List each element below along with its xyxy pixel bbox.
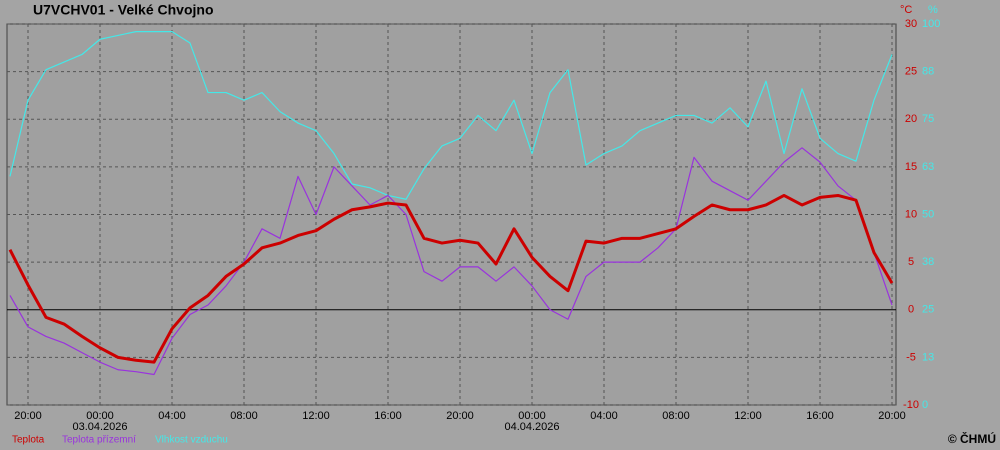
x-tick-label: 20:00	[878, 410, 906, 422]
y2-tick-label: 88	[922, 66, 934, 78]
x-tick-label: 20:00	[446, 410, 474, 422]
date-label: 03.04.2026	[72, 421, 127, 433]
line-series	[8, 193, 894, 364]
chart-title: U7VCHV01 - Velké Chvojno	[33, 2, 214, 18]
credit: © ČHMÚ	[948, 431, 996, 446]
y2-tick-label: 25	[922, 304, 934, 316]
y2-unit: %	[928, 4, 938, 16]
legend-label: Vlhkost vzduchu	[155, 435, 228, 446]
x-tick-label: 00:00	[518, 410, 546, 422]
x-tick-label: 04:00	[158, 410, 186, 422]
y-tick-label: -10	[903, 399, 919, 411]
y-unit: °C	[900, 4, 912, 16]
y2-tick-label: 75	[922, 113, 934, 125]
y2-tick-label: 38	[922, 256, 934, 268]
y-tick-label: 5	[908, 256, 914, 268]
x-tick-label: 08:00	[230, 410, 258, 422]
line-series	[9, 31, 893, 200]
y-tick-label: 25	[905, 66, 917, 78]
legend-label: Teplota přízemní	[62, 435, 136, 446]
y2-tick-label: 100	[922, 18, 940, 30]
y-tick-label: 15	[905, 161, 917, 173]
y-tick-label: -5	[906, 351, 916, 363]
x-tick-label: 00:00	[86, 410, 114, 422]
line-series	[9, 147, 893, 376]
x-tick-label: 16:00	[374, 410, 402, 422]
y-tick-label: 0	[908, 304, 914, 316]
x-tick-label: 08:00	[662, 410, 690, 422]
x-tick-label: 12:00	[302, 410, 330, 422]
date-label: 04.04.2026	[504, 421, 559, 433]
x-tick-label: 16:00	[806, 410, 834, 422]
y2-tick-label: 63	[922, 161, 934, 173]
x-tick-label: 20:00	[14, 410, 42, 422]
y-tick-label: 30	[905, 18, 917, 30]
legend-label: Teplota	[12, 435, 45, 446]
y2-tick-label: 50	[922, 208, 934, 220]
x-tick-label: 12:00	[734, 410, 762, 422]
y2-tick-label: 13	[922, 351, 934, 363]
y-tick-label: 20	[905, 113, 917, 125]
y2-tick-label: 0	[922, 399, 928, 411]
y-tick-label: 10	[905, 208, 917, 220]
x-tick-label: 04:00	[590, 410, 618, 422]
